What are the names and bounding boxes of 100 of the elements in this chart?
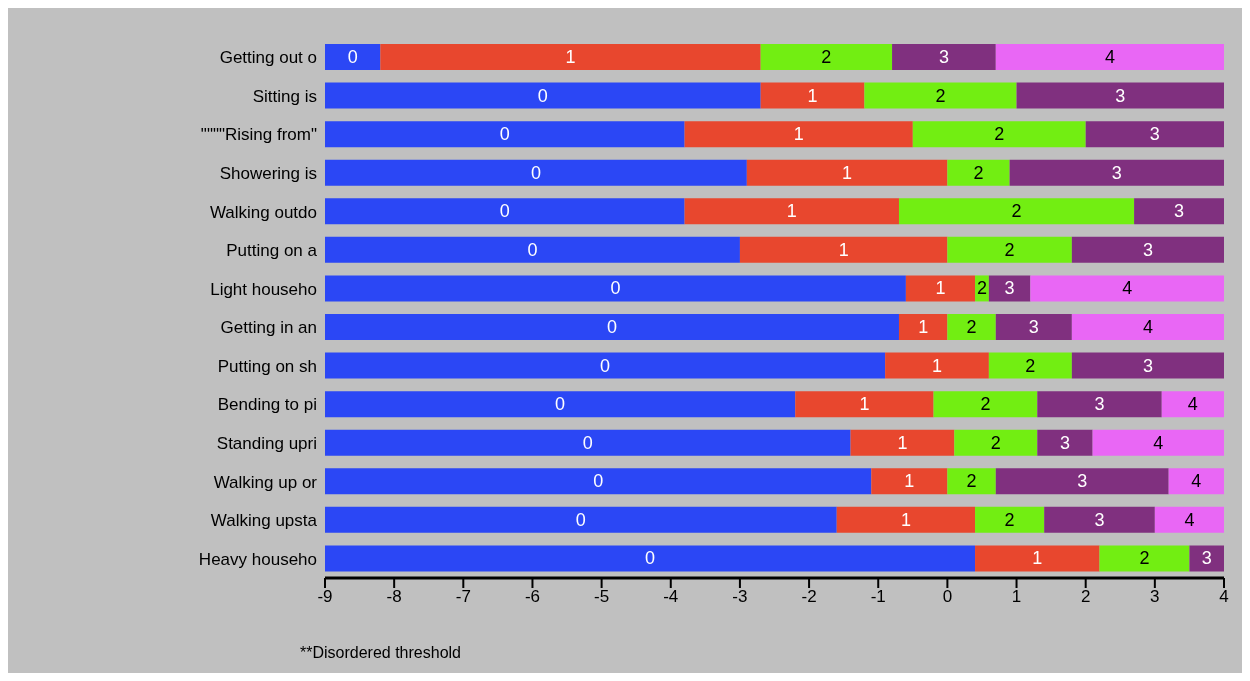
y-tick-label: """"Rising from" <box>200 125 317 145</box>
bar <box>325 391 796 418</box>
text: 4 <box>1187 394 1198 415</box>
text: 2 <box>1004 239 1015 260</box>
text: 1 <box>859 394 870 415</box>
y-tick-label: Showering is <box>219 164 317 184</box>
bar <box>1154 506 1224 533</box>
x-tick-label: -3 <box>732 587 748 607</box>
bar <box>325 236 740 263</box>
text: 2 <box>973 162 984 183</box>
y-tick-label: Heavy househo <box>198 549 317 569</box>
text: 0 <box>600 355 611 376</box>
bar <box>325 506 837 533</box>
series-label: 2 <box>976 278 987 299</box>
text: 1 <box>786 201 797 222</box>
text: 0 <box>582 432 593 453</box>
x-tick-label: 4 <box>1219 587 1229 607</box>
bar <box>885 352 989 379</box>
text: 3 <box>1142 239 1153 260</box>
bar <box>325 121 685 148</box>
text: 2 <box>966 471 977 492</box>
bar <box>325 468 872 495</box>
bar <box>898 314 948 340</box>
text: 3 <box>1201 548 1212 569</box>
bar <box>988 275 1031 302</box>
text: **Disordered threshold <box>300 644 461 662</box>
series-label: 3 <box>938 47 949 67</box>
x-tick-label: 1 <box>1011 587 1022 607</box>
text: 0 <box>575 509 586 530</box>
text: 0 <box>645 548 656 569</box>
series-label: 0 <box>347 47 358 67</box>
bar <box>1037 429 1093 456</box>
bar <box>325 44 381 70</box>
bar <box>995 468 1169 495</box>
text: 1 <box>904 471 915 492</box>
bar <box>975 506 1045 533</box>
text: 2 <box>980 394 991 415</box>
bar <box>836 506 976 533</box>
bar <box>746 159 948 186</box>
x-tick-label: -1 <box>870 587 886 607</box>
text: 0 <box>530 162 541 183</box>
bar <box>947 236 1072 263</box>
bar <box>905 275 976 302</box>
text: 4 <box>1142 317 1153 337</box>
text: 2 <box>1139 548 1150 569</box>
text: 3 <box>1174 201 1185 222</box>
bar <box>739 236 948 263</box>
text: 1 <box>1032 548 1043 569</box>
bar <box>325 159 747 186</box>
text: 0 <box>537 85 548 106</box>
x-tick-label: -8 <box>386 587 402 607</box>
text: 3 <box>1094 394 1105 415</box>
text: 4 <box>1191 471 1202 492</box>
bar <box>988 352 1072 379</box>
bar <box>325 314 899 340</box>
text: 0 <box>527 239 538 260</box>
bar <box>947 468 996 495</box>
text: 2 <box>966 317 977 337</box>
bar <box>380 44 761 70</box>
y-tick-label: Standing upri <box>216 434 317 454</box>
bar <box>912 121 1086 148</box>
text: 1 <box>793 124 804 145</box>
x-tick-label: 2 <box>1080 587 1091 607</box>
text: 2 <box>1025 355 1036 376</box>
y-tick-label: Bending to pi <box>217 395 317 415</box>
bar <box>760 82 865 109</box>
bar <box>325 429 851 456</box>
y-tick-label: Getting in an <box>220 318 317 338</box>
x-tick-label: -7 <box>455 587 471 607</box>
text: 4 <box>1122 278 1133 299</box>
text: 1 <box>918 317 929 337</box>
bar <box>684 198 899 225</box>
bar <box>995 44 1224 70</box>
bar <box>947 159 1010 186</box>
x-tick-label: -9 <box>317 587 333 607</box>
text: 3 <box>1028 317 1039 337</box>
y-tick-label: Putting on sh <box>217 356 317 376</box>
bar <box>1085 121 1224 148</box>
text: 1 <box>935 278 946 299</box>
x-tick-label: 0 <box>942 587 953 607</box>
series-label: 4 <box>1104 47 1115 67</box>
bar <box>947 314 996 340</box>
bar <box>871 468 948 495</box>
bar <box>684 121 913 148</box>
bar <box>325 198 685 225</box>
series-label: 1 <box>565 47 576 67</box>
text: 0 <box>499 201 510 222</box>
text: 3 <box>1004 278 1015 299</box>
text: 2 <box>1011 201 1022 222</box>
bar <box>760 44 893 70</box>
text: 3 <box>1149 124 1160 145</box>
bar <box>1071 352 1224 379</box>
y-tick-label: Sitting is <box>252 86 317 106</box>
text: 1 <box>838 239 849 260</box>
bar <box>1092 429 1224 456</box>
x-tick-label: -5 <box>594 587 610 607</box>
bar <box>1134 198 1224 225</box>
y-tick-label: Light househo <box>210 279 317 299</box>
text: 2 <box>821 47 832 67</box>
text: 4 <box>1153 432 1164 453</box>
